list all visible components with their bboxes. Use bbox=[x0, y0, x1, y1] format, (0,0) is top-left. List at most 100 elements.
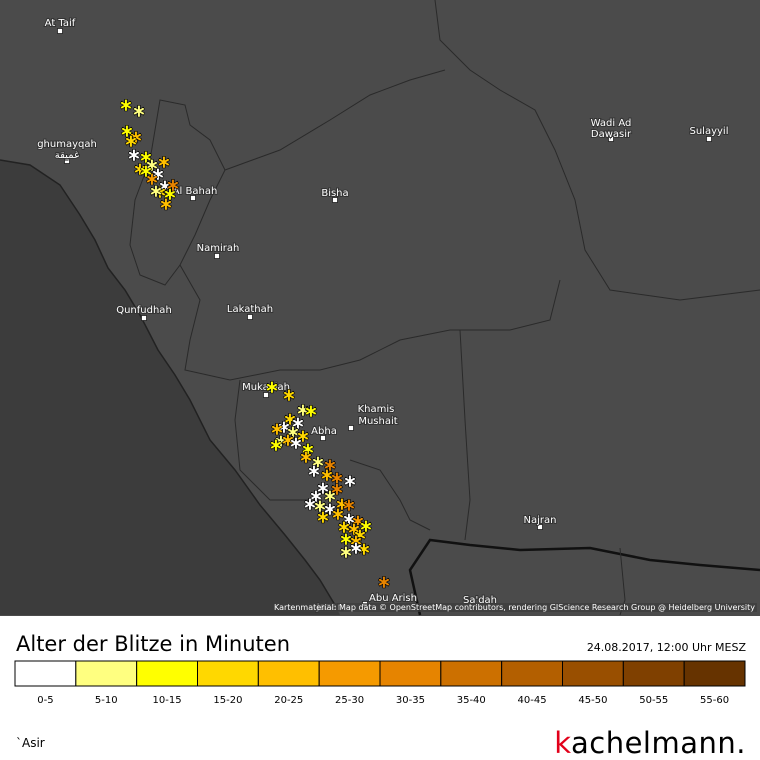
brand-k: k bbox=[554, 726, 571, 760]
lightning-strike: ✱ bbox=[157, 153, 170, 172]
lightning-strike: ✱ bbox=[323, 456, 336, 475]
legend-label: 50-55 bbox=[639, 695, 668, 706]
lightning-strike: ✱ bbox=[377, 573, 390, 592]
lightning-strike: ✱ bbox=[349, 539, 362, 558]
lightning-strike: ✱ bbox=[265, 378, 278, 397]
lightning-strike: ✱ bbox=[129, 128, 142, 147]
lightning-strike: ✱ bbox=[335, 495, 348, 514]
lightning-strike: ✱ bbox=[343, 472, 356, 491]
lightning-strike: ✱ bbox=[166, 176, 179, 195]
lightning-strike: ✱ bbox=[149, 182, 162, 201]
city-label: Dawasir bbox=[591, 129, 632, 140]
lightning-strike: ✱ bbox=[331, 505, 344, 524]
legend-swatch bbox=[318, 660, 381, 687]
city-label: غميقة bbox=[55, 150, 79, 161]
lightning-strike: ✱ bbox=[151, 165, 164, 184]
lightning-strike: ✱ bbox=[139, 148, 152, 167]
legend: 0-5 5-10 10-15 15-20 20-25 25-30 30-35 35-40 40-… bbox=[14, 660, 746, 706]
lightning-strike: ✱ bbox=[342, 496, 355, 515]
lightning-strike: ✱ bbox=[274, 432, 287, 451]
lightning-strike: ✱ bbox=[270, 420, 283, 439]
legend-swatch bbox=[197, 660, 259, 687]
city-marker bbox=[64, 158, 70, 164]
legend-swatch bbox=[379, 660, 442, 687]
lightning-strike: ✱ bbox=[307, 462, 320, 481]
legend-label: 15-20 bbox=[213, 695, 242, 706]
city-marker bbox=[332, 197, 338, 203]
legend-swatch bbox=[75, 660, 138, 687]
city-marker bbox=[214, 253, 220, 259]
city-label: Najran bbox=[524, 515, 557, 526]
lightning-strike: ✱ bbox=[301, 440, 314, 459]
lightning-strike: ✱ bbox=[303, 495, 316, 514]
lightning-strike: ✱ bbox=[269, 436, 282, 455]
city-marker bbox=[348, 425, 354, 431]
city-label: Al Bahah bbox=[173, 186, 218, 197]
legend-label: 35-40 bbox=[457, 695, 486, 706]
city-label: ghumayqah bbox=[37, 139, 97, 150]
lightning-strike: ✱ bbox=[286, 423, 299, 442]
legend-swatch bbox=[562, 660, 624, 687]
lightning-strike: ✱ bbox=[127, 146, 140, 165]
city-label: Abha bbox=[311, 426, 337, 437]
legend-label: 25-30 bbox=[335, 695, 364, 706]
legend-swatch bbox=[440, 660, 503, 687]
lightning-strike: ✱ bbox=[159, 195, 172, 214]
lightning-strike: ✱ bbox=[296, 401, 309, 420]
lightning-strike: ✱ bbox=[309, 487, 322, 506]
legend-label: 40-45 bbox=[518, 695, 547, 706]
lightning-strike: ✱ bbox=[299, 448, 312, 467]
sea bbox=[0, 160, 340, 615]
legend-label: 10-15 bbox=[153, 695, 182, 706]
lightning-strike: ✱ bbox=[359, 517, 372, 536]
region-label: `Asir bbox=[16, 736, 45, 750]
lightning-strike: ✱ bbox=[277, 418, 290, 437]
city-label: Bisha bbox=[321, 188, 348, 199]
lightning-strike: ✱ bbox=[282, 386, 295, 405]
legend-label: 30-35 bbox=[396, 695, 425, 706]
legend-label: 55-60 bbox=[700, 695, 729, 706]
legend-swatch bbox=[14, 660, 77, 687]
lightning-strike: ✱ bbox=[163, 185, 176, 204]
brand-logo: kachelmann. bbox=[554, 726, 746, 760]
lightning-strike: ✱ bbox=[339, 530, 352, 549]
lightning-strike: ✱ bbox=[323, 487, 336, 506]
legend-title: Alter der Blitze in Minuten bbox=[16, 632, 291, 656]
lightning-strike: ✱ bbox=[339, 543, 352, 562]
city-label: Namirah bbox=[197, 243, 240, 254]
lightning-strike: ✱ bbox=[158, 177, 171, 196]
city-marker bbox=[247, 314, 253, 320]
legend-swatch bbox=[257, 660, 320, 687]
city-label: Mukaylah bbox=[242, 382, 290, 393]
borders bbox=[0, 159, 760, 616]
lightning-strike: ✱ bbox=[347, 520, 360, 539]
lightning-strike: ✱ bbox=[330, 480, 343, 499]
lightning-strike: ✱ bbox=[296, 427, 309, 446]
legend-swatch bbox=[136, 660, 199, 687]
province-lines bbox=[129, 0, 760, 616]
city-label: Lakathah bbox=[227, 304, 273, 315]
city-label: Khamis bbox=[358, 404, 395, 415]
lightning-strike: ✱ bbox=[316, 479, 329, 498]
lightning-strike: ✱ bbox=[119, 96, 132, 115]
city-label: Mushait bbox=[358, 416, 397, 427]
legend-label: 20-25 bbox=[274, 695, 303, 706]
city-marker bbox=[190, 195, 196, 201]
lightning-strike: ✱ bbox=[357, 540, 370, 559]
lightning-strike: ✱ bbox=[320, 466, 333, 485]
legend-label: 5-10 bbox=[95, 695, 118, 706]
lightning-strike: ✱ bbox=[316, 508, 329, 527]
lightning-strike: ✱ bbox=[153, 183, 166, 202]
lightning-strike: ✱ bbox=[313, 497, 326, 516]
lightning-strike: ✱ bbox=[351, 512, 364, 531]
brand-rest: achelmann. bbox=[571, 726, 746, 760]
lightning-strike: ✱ bbox=[124, 132, 137, 151]
legend-swatch bbox=[683, 660, 746, 687]
lightning-strike: ✱ bbox=[349, 532, 362, 551]
lightning-strike: ✱ bbox=[145, 156, 158, 175]
lightning-strike: ✱ bbox=[323, 500, 336, 519]
city-marker bbox=[263, 392, 269, 398]
city-marker bbox=[608, 136, 614, 142]
